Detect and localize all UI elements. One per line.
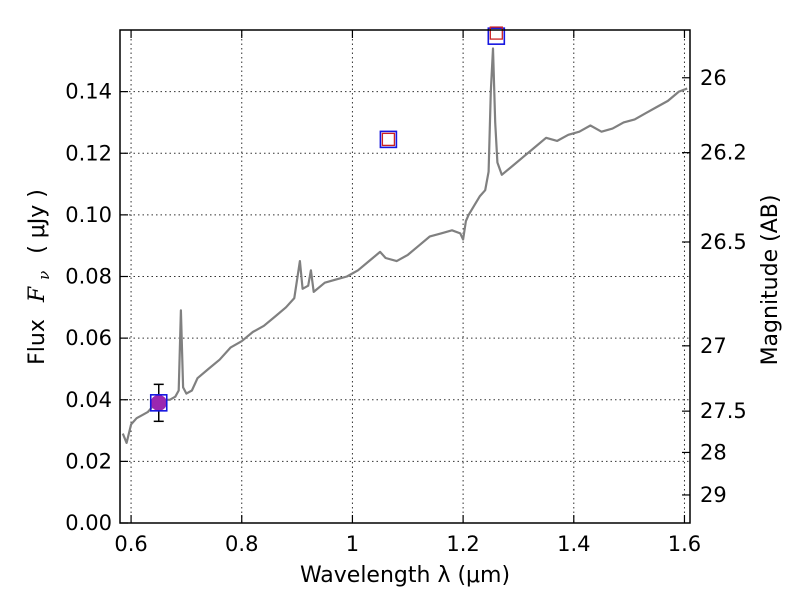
y2-tick-label: 28	[700, 440, 727, 464]
model-photometry-marker	[489, 26, 503, 40]
y-tick-label: 0.00	[65, 511, 112, 535]
tick-layer	[120, 30, 690, 524]
y-axis-title-sub: ν	[35, 271, 53, 280]
y2-tick-label: 27.5	[700, 399, 747, 423]
y2-tick-label: 26.2	[700, 141, 747, 165]
x-tick-label: 1	[346, 532, 359, 556]
y-tick-label: 0.02	[65, 449, 112, 473]
y-axis-title-prefix: Flux	[25, 319, 50, 365]
y-tick-label: 0.08	[65, 265, 112, 289]
y-axis-title-unit: ( μJy )	[25, 189, 50, 254]
y-axis-title-var: F	[25, 286, 50, 303]
y-axis-title: Flux F ν ( μJy )	[25, 189, 55, 365]
model-photometry-marker	[381, 132, 396, 147]
x-tick-label: 0.6	[114, 532, 147, 556]
grid-layer	[120, 30, 690, 524]
synthetic-photometry-marker	[149, 394, 168, 412]
y-tick-label: 0.14	[65, 80, 112, 104]
y2-tick-label: 26	[700, 66, 727, 90]
y2-tick-label: 26.5	[700, 230, 747, 254]
y2-tick-label: 27	[700, 334, 727, 358]
y2-tick-label: 29	[700, 483, 727, 507]
y-tick-label: 0.06	[65, 326, 112, 350]
y2-axis-title: Magnitude (AB)	[758, 195, 783, 366]
marker-layer	[149, 26, 506, 423]
x-tick-label: 1.6	[668, 532, 701, 556]
x-tick-label: 1.4	[557, 532, 590, 556]
x-axis-title: Wavelength λ (μm)	[300, 563, 510, 588]
photometry-point	[150, 394, 167, 411]
series-layer	[121, 47, 688, 444]
synthetic-photometry-marker	[487, 27, 506, 45]
synthetic-photometry-marker	[379, 130, 398, 149]
y-tick-label: 0.10	[65, 203, 112, 227]
label-layer: 0.6 0.8 1 1.2 1.4 1.6 0.00 0.02 0.04 0.06 0.08 0.10…	[65, 66, 747, 556]
x-tick-label: 1.2	[446, 532, 479, 556]
y-tick-label: 0.12	[65, 141, 112, 165]
x-tick-label: 0.8	[225, 532, 258, 556]
spectrum-line	[121, 47, 688, 444]
y-tick-label: 0.04	[65, 388, 112, 412]
